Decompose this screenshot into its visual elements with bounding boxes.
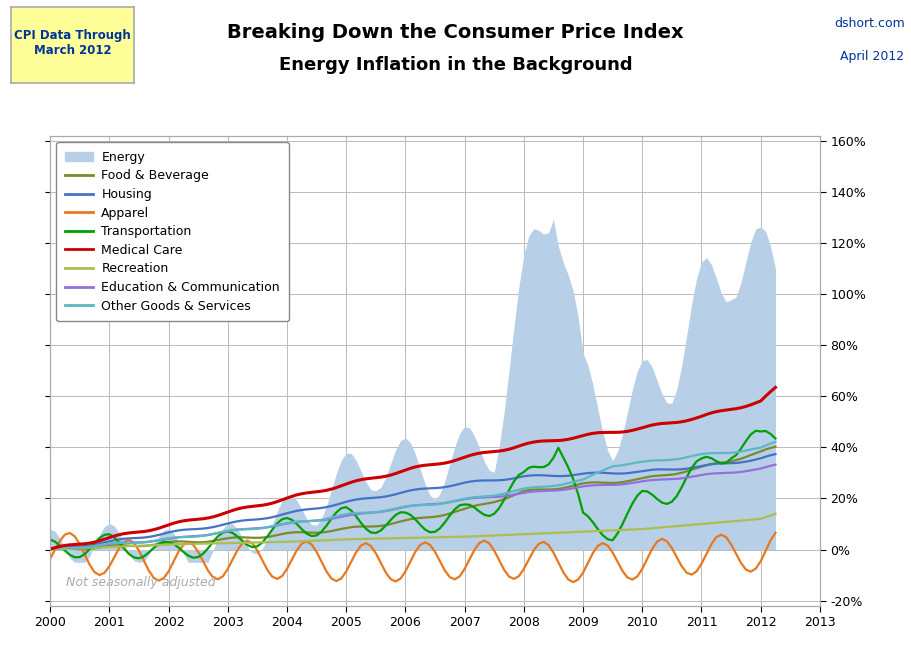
Text: Breaking Down the Consumer Price Index: Breaking Down the Consumer Price Index: [227, 23, 684, 42]
Text: dshort.com: dshort.com: [834, 17, 905, 30]
Text: April 2012: April 2012: [841, 50, 905, 63]
Legend: Energy, Food & Beverage, Housing, Apparel, Transportation, Medical Care, Recreat: Energy, Food & Beverage, Housing, Appare…: [56, 142, 289, 322]
Text: CPI Data Through
March 2012: CPI Data Through March 2012: [14, 29, 131, 57]
Text: Energy Inflation in the Background: Energy Inflation in the Background: [279, 56, 632, 74]
Text: Not seasonally adjusted: Not seasonally adjusted: [66, 577, 215, 589]
